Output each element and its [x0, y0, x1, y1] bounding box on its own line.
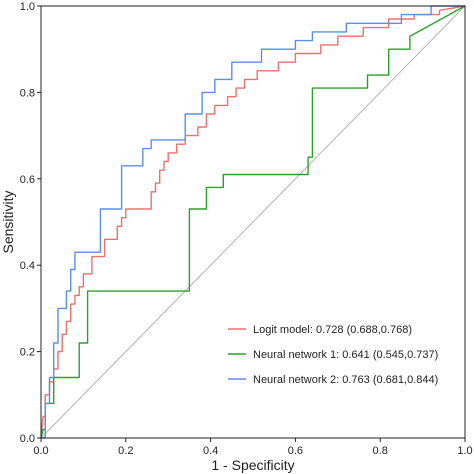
roc-curves [40, 5, 466, 439]
y-tick-label: 0.0 [20, 433, 35, 445]
x-tick-label: 0.0 [33, 445, 48, 457]
y-axis-ticks: 0.0 0.2 0.4 0.6 0.8 1.0 [20, 1, 41, 445]
x-tick-label: 0.4 [203, 445, 218, 457]
legend-label: Neural network 1: 0.641 (0.545,0.737) [253, 349, 438, 361]
roc-curve-series-2 [40, 5, 466, 439]
y-tick-label: 0.8 [20, 87, 35, 99]
y-tick-label: 0.6 [20, 174, 35, 186]
legend: Logit model: 0.728 (0.688,0.768) Neural n… [228, 324, 438, 386]
x-axis-ticks: 0.0 0.2 0.4 0.6 0.8 1.0 [33, 438, 473, 457]
x-tick-label: 0.6 [288, 445, 303, 457]
y-tick-label: 1.0 [20, 1, 35, 13]
x-tick-label: 0.2 [118, 445, 133, 457]
legend-label: Logit model: 0.728 (0.688,0.768) [253, 324, 412, 336]
y-axis-title: Sensitivity [0, 190, 16, 253]
legend-label: Neural network 2: 0.763 (0.681,0.844) [253, 374, 438, 386]
roc-curve-series-3 [41, 5, 465, 439]
x-tick-label: 0.8 [373, 445, 388, 457]
roc-curve-series-1 [40, 5, 466, 439]
reference-diagonal-line [40, 5, 466, 439]
plot-border [40, 5, 466, 439]
x-axis-title: 1 - Specificity [211, 457, 294, 473]
x-tick-label: 1.0 [457, 445, 472, 457]
y-tick-label: 0.4 [20, 260, 35, 272]
y-tick-label: 0.2 [20, 347, 35, 359]
